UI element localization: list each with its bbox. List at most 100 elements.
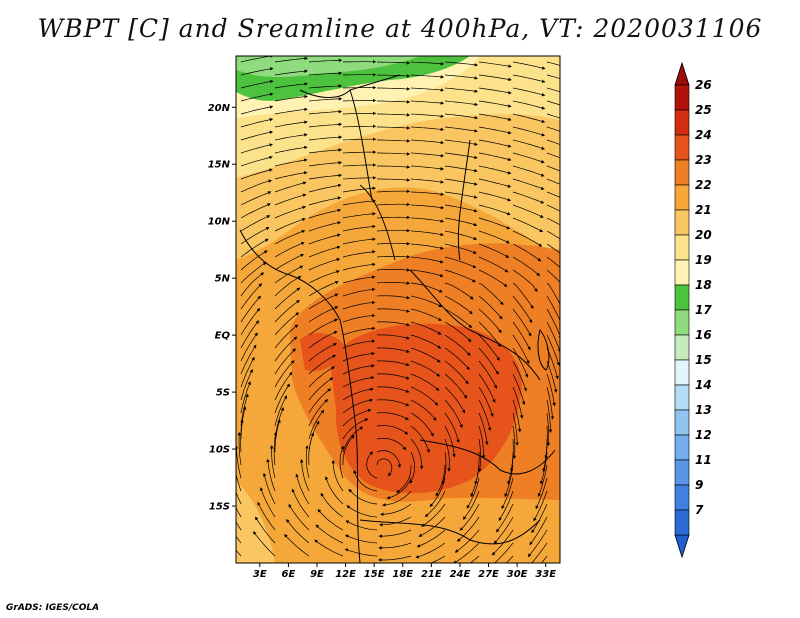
- streamline: [512, 373, 526, 406]
- streamline: [512, 243, 542, 262]
- streamline: [529, 516, 548, 546]
- streamline: [478, 412, 489, 446]
- streamline: [478, 347, 499, 375]
- streamline: [376, 308, 411, 313]
- streamline: [308, 270, 340, 284]
- streamline: [546, 295, 560, 326]
- streamline: [546, 282, 560, 305]
- streamline: [378, 529, 412, 538]
- streamline: [478, 113, 512, 122]
- streamline: [308, 148, 343, 154]
- streamline: [512, 113, 546, 123]
- streamline: [274, 171, 308, 180]
- streamline: [376, 450, 402, 469]
- streamline: [478, 269, 508, 287]
- streamline: [410, 217, 445, 223]
- streamline: [531, 503, 548, 534]
- streamline: [410, 139, 445, 145]
- streamline: [410, 373, 440, 391]
- streamline: [478, 87, 512, 95]
- lon-label: 9E: [310, 569, 324, 580]
- streamline: [342, 408, 372, 427]
- streamline: [376, 241, 411, 246]
- streamline: [346, 505, 378, 518]
- streamline: [342, 287, 376, 297]
- lat-label: 10S: [209, 445, 230, 456]
- streamline: [308, 432, 315, 466]
- streamline: [377, 113, 411, 117]
- streamline: [512, 334, 530, 364]
- streamline: [410, 334, 442, 349]
- streamline: [274, 253, 305, 271]
- streamline: [274, 205, 307, 219]
- streamline: [478, 373, 496, 403]
- streamline: [273, 431, 278, 466]
- streamline: [478, 204, 511, 216]
- streamline: [308, 233, 341, 245]
- streamline: [274, 82, 308, 89]
- streamline: [478, 243, 510, 258]
- streamline: [262, 472, 276, 505]
- streamline: [507, 451, 514, 485]
- streamline: [342, 262, 376, 271]
- streamline: [269, 445, 276, 479]
- streamline: [274, 94, 308, 102]
- streamline: [274, 181, 307, 193]
- streamline: [342, 426, 364, 453]
- streamline: [540, 555, 548, 563]
- streamline: [325, 476, 344, 505]
- streamline: [546, 360, 558, 393]
- streamline: [546, 217, 560, 226]
- streamline: [546, 165, 560, 172]
- lat-label: 15N: [208, 160, 231, 171]
- streamline: [546, 373, 556, 407]
- streamline: [512, 412, 519, 446]
- streamline: [342, 326, 376, 336]
- streamline: [444, 360, 469, 385]
- streamline: [378, 555, 412, 562]
- streamline: [274, 348, 296, 375]
- streamline: [444, 308, 473, 329]
- streamline: [342, 224, 376, 232]
- streamline: [308, 71, 343, 76]
- streamline: [512, 100, 546, 110]
- streamline: [546, 334, 560, 366]
- longitude-axis: 3E 6E 9E 12E 15E 18E 21E 24E 27E 30E 33E: [253, 563, 556, 580]
- streamline: [342, 418, 369, 440]
- streamline: [308, 122, 343, 128]
- streamline: [274, 107, 308, 115]
- streamline: [410, 61, 445, 66]
- colorbar-segment: [674, 259, 690, 286]
- streamline: [339, 445, 345, 479]
- colorbar-label: 14: [695, 378, 712, 392]
- streamline: [308, 183, 342, 193]
- streamline: [240, 283, 262, 310]
- streamline: [240, 381, 251, 414]
- streamline: [410, 230, 444, 237]
- streamline: [444, 87, 479, 93]
- colorbar-under-triangle: [674, 534, 690, 559]
- colorbar-segment: [674, 284, 690, 311]
- country-borders: [239, 74, 556, 563]
- streamline: [376, 74, 411, 78]
- streamline: [376, 202, 411, 207]
- streamline: [410, 165, 445, 171]
- streamline: [274, 287, 301, 310]
- streamline: [444, 178, 478, 186]
- streamline: [320, 492, 344, 518]
- streamline: [236, 491, 242, 505]
- streamline: [376, 61, 411, 65]
- streamline: [546, 256, 560, 268]
- streamline: [478, 126, 512, 135]
- colorbar-label: 25: [695, 103, 712, 117]
- streamline: [274, 419, 281, 452]
- lon-label: 6E: [282, 569, 296, 580]
- streamline: [415, 542, 446, 559]
- streamline: [478, 191, 512, 202]
- streamline: [531, 542, 548, 563]
- streamline: [512, 217, 544, 233]
- lon-label: 30E: [507, 569, 528, 580]
- colorbar-segment: [674, 384, 690, 411]
- streamline: [478, 74, 512, 82]
- lon-label: 33E: [535, 569, 556, 580]
